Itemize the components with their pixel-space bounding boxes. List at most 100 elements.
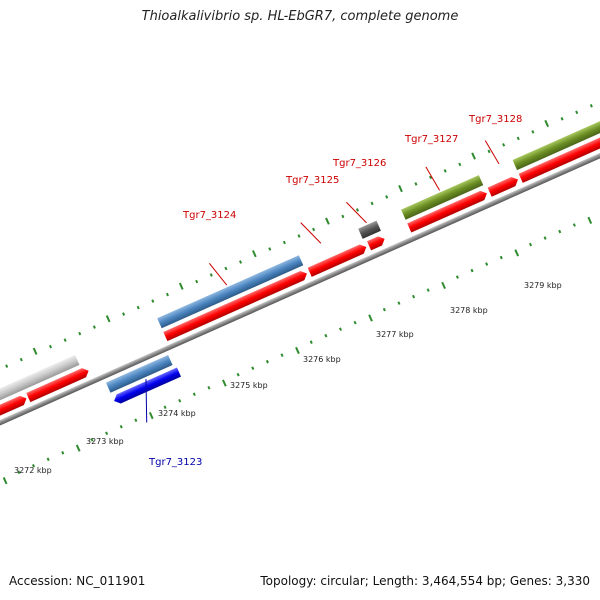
- ruler-tick: [75, 444, 81, 452]
- ruler-tick: [48, 344, 53, 349]
- genome-backbone: [0, 143, 600, 433]
- ruler-tick: [458, 162, 462, 167]
- ruler-tick: [485, 262, 489, 266]
- cds-feature[interactable]: [487, 175, 520, 197]
- ruler-tick: [543, 236, 547, 240]
- ruler-tick: [178, 282, 184, 290]
- gene-feature[interactable]: [105, 355, 173, 393]
- accession-label: Accession: NC_011901: [9, 574, 146, 588]
- ruler-tick: [19, 357, 23, 362]
- gene-feature[interactable]: [0, 354, 80, 412]
- cds-feature[interactable]: [307, 242, 369, 277]
- ruler-tick: [5, 364, 9, 368]
- ruler-tick: [119, 424, 123, 429]
- gene-label[interactable]: Tgr7_3128: [468, 114, 522, 125]
- gene-feature[interactable]: [512, 115, 600, 171]
- ruler-tick: [297, 234, 301, 238]
- ruler-tick: [355, 208, 359, 212]
- kbp-label: 3278 kbp: [450, 306, 488, 315]
- kbp-label: 3272 kbp: [14, 466, 52, 475]
- reverse-tick-ruler: [2, 216, 593, 485]
- forward-tick-ruler: [5, 104, 593, 368]
- gene-feature[interactable]: [358, 220, 381, 239]
- ruler-tick: [341, 214, 345, 219]
- ruler-tick: [236, 372, 240, 377]
- ruler-tick: [265, 359, 269, 364]
- ruler-tick: [105, 431, 109, 436]
- ruler-tick: [163, 405, 167, 410]
- ruler-tick: [178, 398, 182, 403]
- ruler-tick: [122, 312, 126, 316]
- ruler-tick: [385, 195, 389, 199]
- ruler-tick: [165, 292, 169, 297]
- ruler-tick: [382, 307, 386, 312]
- ruler-tick: [487, 149, 491, 154]
- ruler-tick: [136, 305, 140, 310]
- ruler-tick: [46, 457, 50, 462]
- gene-label[interactable]: Tgr7_3125: [285, 175, 339, 186]
- ruler-tick: [370, 201, 374, 206]
- ruler-tick: [295, 346, 300, 355]
- ruler-tick: [471, 152, 476, 160]
- cds-feature[interactable]: [163, 269, 309, 342]
- ruler-tick: [325, 217, 330, 225]
- gene-feature[interactable]: [157, 255, 304, 329]
- genome-title: Thioalkalivibrio sp. HL-EbGR7, complete …: [141, 9, 459, 24]
- ruler-tick: [32, 464, 36, 468]
- ruler-tick: [92, 325, 96, 329]
- ruler-tick: [455, 275, 459, 279]
- kbp-label: 3275 kbp: [230, 381, 268, 390]
- ruler-tick: [148, 411, 154, 420]
- gene-label[interactable]: Tgr7_3127: [404, 134, 458, 145]
- ruler-tick: [443, 169, 447, 173]
- ruler-tick: [78, 331, 82, 336]
- ruler-tick: [324, 333, 328, 338]
- ruler-tick: [412, 294, 416, 299]
- reverse-gene-rows: [105, 355, 182, 405]
- ruler-tick: [398, 184, 403, 193]
- ruler-tick: [531, 130, 535, 134]
- cds-feature[interactable]: [26, 366, 90, 403]
- ruler-tick: [222, 379, 227, 387]
- ruler-tick: [224, 266, 228, 271]
- forward-gene-row: [0, 115, 600, 412]
- ruler-tick: [32, 347, 38, 355]
- ruler-tick: [151, 299, 155, 303]
- ruler-tick: [397, 301, 401, 305]
- cds-feature[interactable]: [518, 129, 600, 183]
- ruler-tick: [414, 182, 418, 186]
- ruler-tick: [544, 119, 550, 128]
- ruler-tick: [280, 353, 284, 357]
- kbp-label: 3274 kbp: [158, 409, 196, 418]
- ruler-tick: [338, 327, 343, 331]
- forward-cds-row: [0, 129, 600, 425]
- cds-feature[interactable]: [0, 394, 29, 425]
- ruler-tick: [192, 392, 196, 397]
- cds-feature-reverse[interactable]: [112, 367, 182, 405]
- gene-label-group: Tgr7_3123 Tgr7_3124 Tgr7_3125 Tgr7_3126 …: [148, 114, 522, 468]
- gene-label[interactable]: Tgr7_3123: [148, 457, 202, 468]
- ruler-tick: [134, 418, 138, 423]
- cds-feature[interactable]: [407, 189, 489, 233]
- ruler-tick: [268, 247, 272, 251]
- gene-feature[interactable]: [401, 175, 484, 220]
- ruler-tick: [17, 470, 21, 475]
- ruler-tick: [63, 338, 67, 342]
- ruler-tick: [426, 288, 430, 292]
- gene-label[interactable]: Tgr7_3126: [332, 158, 386, 169]
- ruler-tick: [470, 268, 474, 273]
- ruler-tick: [368, 314, 373, 322]
- kbp-label: 3277 kbp: [376, 330, 414, 339]
- ruler-tick: [429, 175, 433, 180]
- ruler-tick: [2, 477, 8, 485]
- ruler-tick: [251, 366, 255, 370]
- genome-summary: Topology: circular; Length: 3,464,554 bp…: [260, 574, 590, 588]
- ruler-tick: [575, 110, 579, 115]
- ruler-tick: [195, 279, 199, 284]
- cds-feature[interactable]: [367, 234, 387, 251]
- ruler-tick: [251, 250, 257, 258]
- ruler-tick: [441, 281, 446, 290]
- ruler-tick: [353, 320, 357, 325]
- gene-label[interactable]: Tgr7_3124: [182, 210, 236, 221]
